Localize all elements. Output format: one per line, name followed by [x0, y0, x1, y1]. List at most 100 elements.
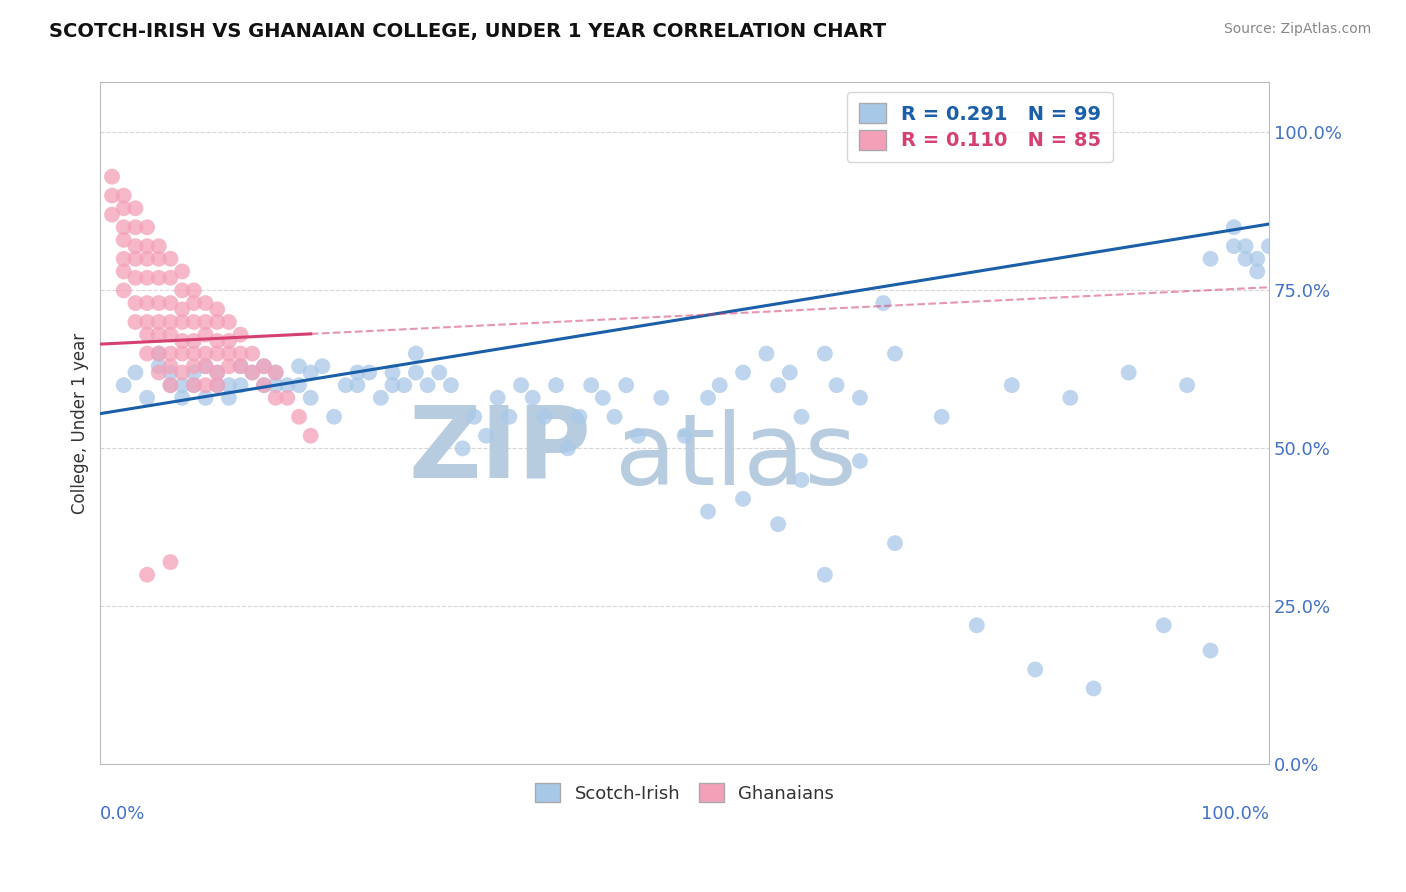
Point: [148, 296, 170, 310]
Point: [218, 346, 240, 360]
Point: [709, 378, 731, 392]
Point: [931, 409, 953, 424]
Point: [194, 359, 217, 374]
Point: [766, 517, 789, 532]
Point: [486, 391, 509, 405]
Point: [814, 346, 837, 360]
Text: 0.0%: 0.0%: [100, 805, 146, 823]
Point: [194, 346, 217, 360]
Point: [475, 428, 498, 442]
Point: [112, 233, 135, 247]
Point: [849, 454, 872, 468]
Text: Source: ZipAtlas.com: Source: ZipAtlas.com: [1223, 22, 1371, 37]
Point: [288, 409, 311, 424]
Point: [205, 366, 228, 380]
Point: [194, 327, 217, 342]
Point: [1024, 663, 1046, 677]
Point: [766, 378, 789, 392]
Point: [264, 366, 287, 380]
Point: [136, 270, 159, 285]
Point: [253, 378, 276, 392]
Point: [229, 359, 252, 374]
Point: [346, 366, 368, 380]
Point: [112, 252, 135, 266]
Point: [194, 391, 217, 405]
Point: [218, 334, 240, 348]
Point: [172, 378, 194, 392]
Point: [112, 264, 135, 278]
Point: [253, 359, 276, 374]
Point: [627, 428, 650, 442]
Point: [1175, 378, 1198, 392]
Point: [205, 346, 228, 360]
Point: [148, 252, 170, 266]
Point: [359, 366, 381, 380]
Point: [299, 391, 322, 405]
Point: [136, 239, 159, 253]
Point: [288, 378, 311, 392]
Point: [183, 366, 205, 380]
Point: [522, 391, 544, 405]
Point: [463, 409, 485, 424]
Point: [183, 359, 205, 374]
Point: [650, 391, 672, 405]
Point: [731, 366, 754, 380]
Point: [240, 346, 263, 360]
Point: [253, 359, 276, 374]
Point: [172, 302, 194, 317]
Point: [205, 378, 228, 392]
Point: [194, 296, 217, 310]
Point: [884, 346, 907, 360]
Point: [229, 327, 252, 342]
Point: [416, 378, 439, 392]
Point: [148, 270, 170, 285]
Point: [872, 296, 894, 310]
Point: [451, 442, 474, 456]
Point: [779, 366, 801, 380]
Point: [159, 366, 181, 380]
Point: [276, 378, 298, 392]
Point: [229, 378, 252, 392]
Point: [264, 391, 287, 405]
Point: [124, 296, 146, 310]
Point: [183, 296, 205, 310]
Point: [323, 409, 346, 424]
Point: [427, 366, 450, 380]
Point: [124, 220, 146, 235]
Point: [240, 366, 263, 380]
Point: [205, 302, 228, 317]
Point: [159, 555, 181, 569]
Point: [136, 327, 159, 342]
Point: [124, 239, 146, 253]
Point: [1234, 239, 1257, 253]
Point: [159, 378, 181, 392]
Point: [346, 378, 368, 392]
Point: [159, 346, 181, 360]
Point: [392, 378, 415, 392]
Legend: Scotch-Irish, Ghanaians: Scotch-Irish, Ghanaians: [527, 776, 841, 810]
Point: [533, 409, 555, 424]
Point: [546, 378, 568, 392]
Point: [311, 359, 333, 374]
Point: [148, 327, 170, 342]
Point: [755, 346, 778, 360]
Point: [966, 618, 988, 632]
Point: [205, 366, 228, 380]
Point: [148, 239, 170, 253]
Point: [205, 334, 228, 348]
Point: [136, 296, 159, 310]
Point: [159, 296, 181, 310]
Point: [614, 378, 637, 392]
Point: [148, 366, 170, 380]
Point: [557, 442, 579, 456]
Point: [381, 366, 404, 380]
Point: [172, 264, 194, 278]
Point: [1246, 264, 1268, 278]
Point: [194, 359, 217, 374]
Y-axis label: College, Under 1 year: College, Under 1 year: [72, 333, 89, 514]
Point: [101, 208, 124, 222]
Point: [264, 366, 287, 380]
Point: [288, 359, 311, 374]
Point: [1118, 366, 1140, 380]
Point: [148, 359, 170, 374]
